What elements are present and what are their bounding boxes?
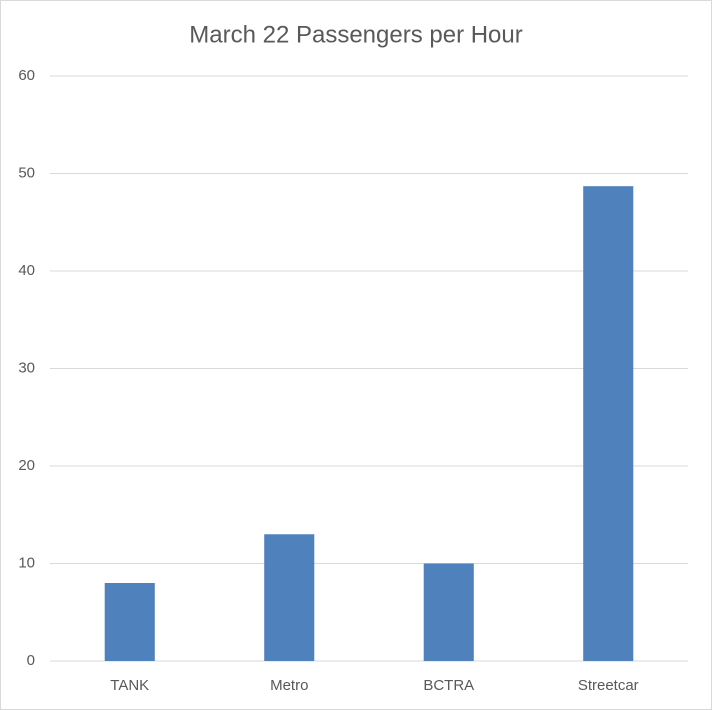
x-tick-label: BCTRA: [423, 677, 474, 694]
y-tick-label: 60: [18, 67, 35, 84]
bar: [423, 563, 474, 661]
bar: [264, 534, 315, 661]
chart-title: March 22 Passengers per Hour: [189, 21, 523, 48]
y-tick-label: 20: [18, 457, 35, 474]
y-tick-label: 40: [18, 262, 35, 279]
bar: [104, 583, 155, 661]
x-tick-label: Metro: [270, 677, 308, 694]
y-tick-label: 30: [18, 359, 35, 376]
bar: [583, 186, 634, 662]
x-tick-label: TANK: [110, 677, 149, 694]
y-tick-label: 10: [18, 554, 35, 571]
y-tick-label: 0: [27, 652, 35, 669]
y-tick-label: 50: [18, 164, 35, 181]
x-tick-label: Streetcar: [578, 677, 639, 694]
